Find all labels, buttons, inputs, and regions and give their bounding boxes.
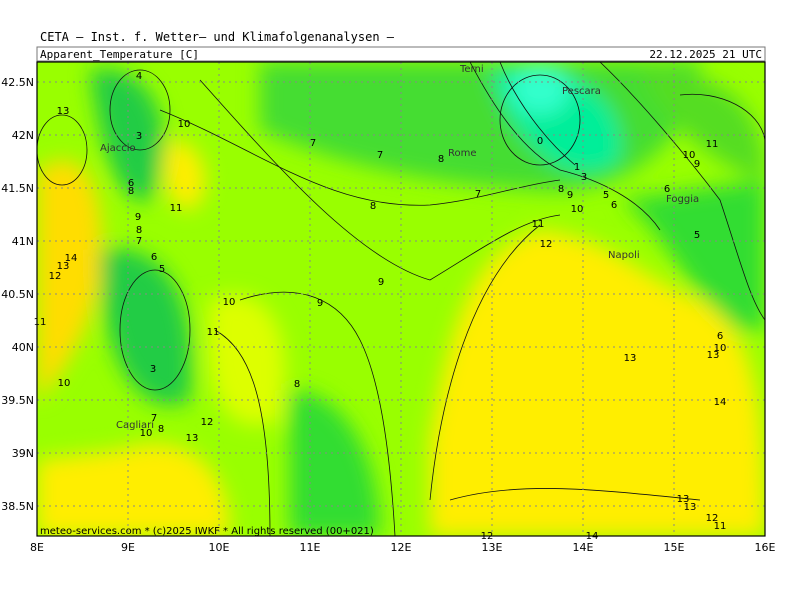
contour-label: 6 xyxy=(151,252,157,263)
contour-label: 9 xyxy=(378,277,384,288)
contour-label: 8 xyxy=(158,424,164,435)
contour-label: 8 xyxy=(136,225,142,236)
contour-label: 7 xyxy=(151,413,157,424)
contour-label: 13 xyxy=(186,433,199,444)
y-tick-label: 40N xyxy=(12,341,34,354)
city-label: Terni xyxy=(459,64,484,75)
x-tick-label: 12E xyxy=(391,541,412,554)
contour-label: 13 xyxy=(707,350,720,361)
contour-label: 3 xyxy=(581,172,587,183)
contour-label: 1 xyxy=(574,162,580,173)
contour-label: 12 xyxy=(706,513,719,524)
city-label: Foggia xyxy=(666,194,699,205)
contour-label: 4 xyxy=(136,71,142,82)
contour-label: 7 xyxy=(310,138,316,149)
y-tick-label: 39.5N xyxy=(1,394,34,407)
contour-label: 10 xyxy=(571,204,584,215)
y-tick-label: 42N xyxy=(12,129,34,142)
contour-label: 10 xyxy=(223,297,236,308)
contour-label: 5 xyxy=(603,190,609,201)
contour-label: 11 xyxy=(34,317,47,328)
contour-label: 8 xyxy=(438,154,444,165)
plot-frame xyxy=(36,61,766,537)
y-tick-label: 38.5N xyxy=(1,500,34,513)
x-tick-label: 16E xyxy=(755,541,776,554)
contour-label: 8 xyxy=(370,201,376,212)
contour-label: 11 xyxy=(532,219,545,230)
y-tick-label: 39N xyxy=(12,447,34,460)
contour-label: 9 xyxy=(567,190,573,201)
contour-label: 13 xyxy=(624,353,637,364)
header: CETA — Inst. f. Wetter— und Klimafolgena… xyxy=(40,30,395,44)
city-label: Ajaccio xyxy=(100,143,136,154)
contour-label: 10 xyxy=(714,343,727,354)
contour-label: 11 xyxy=(714,521,727,532)
contour-label: 5 xyxy=(694,230,700,241)
contour-label: 6 xyxy=(664,184,670,195)
contour-label: 3 xyxy=(150,364,156,375)
contour-label: 6 xyxy=(611,200,617,211)
contour-label: 0 xyxy=(537,136,543,147)
contour-label: 7 xyxy=(377,150,383,161)
contour-label: 9 xyxy=(317,298,323,309)
contour-label: 14 xyxy=(65,253,78,264)
contour-label: 12 xyxy=(540,239,553,250)
footer: meteo-services.com * (c)2025 IWKF * All … xyxy=(40,526,374,537)
x-tick-label: 14E xyxy=(573,541,594,554)
contour-label: 6 xyxy=(717,331,723,342)
title: Apparent_Temperature [C] xyxy=(40,48,199,61)
contour-label: 12 xyxy=(201,417,214,428)
contour-label: 5 xyxy=(159,264,165,275)
contour-label: 13 xyxy=(57,261,70,272)
x-tick-label: 8E xyxy=(30,541,44,554)
x-tick-label: 10E xyxy=(209,541,230,554)
city-label: Pescara xyxy=(562,86,601,97)
contour-label: 12 xyxy=(481,531,494,542)
contour-label: 3 xyxy=(136,131,142,142)
title-bar xyxy=(36,46,766,62)
contour-label: 13 xyxy=(677,494,690,505)
y-tick-label: 41.5N xyxy=(1,182,34,195)
x-tick-label: 11E xyxy=(300,541,321,554)
x-tick-label: 15E xyxy=(664,541,685,554)
contour-label: 8 xyxy=(558,184,564,195)
date: 22.12.2025 21 UTC xyxy=(649,48,762,61)
contour-label: 11 xyxy=(706,139,719,150)
contour-label: 10 xyxy=(178,119,191,130)
contour-label: 13 xyxy=(57,106,70,117)
contour-label: 6 xyxy=(128,178,134,189)
contour-label: 9 xyxy=(694,159,700,170)
contour-label: 7 xyxy=(136,236,142,247)
contour-label: 8 xyxy=(128,186,134,197)
contour-label: 14 xyxy=(586,531,599,542)
y-tick-label: 42.5N xyxy=(1,76,34,89)
contour-label: 14 xyxy=(714,397,727,408)
contour-label: 10 xyxy=(58,378,71,389)
contour-label: 12 xyxy=(49,271,62,282)
field xyxy=(37,62,765,536)
x-tick-label: 13E xyxy=(482,541,503,554)
city-label: Rome xyxy=(448,148,477,159)
city-label: Cagliari xyxy=(116,420,154,431)
city-label: Napoli xyxy=(608,250,640,261)
contour-label: 13 xyxy=(684,502,697,513)
contour-label: 11 xyxy=(170,203,183,214)
y-tick-label: 40.5N xyxy=(1,288,34,301)
contour-label: 11 xyxy=(207,327,220,338)
y-tick-label: 41N xyxy=(12,235,34,248)
contour-label: 8 xyxy=(294,379,300,390)
x-tick-label: 9E xyxy=(121,541,135,554)
contour-label: 10 xyxy=(140,428,153,439)
contour-label: 7 xyxy=(475,189,481,200)
contour-label: 9 xyxy=(135,212,141,223)
contour-label: 10 xyxy=(683,150,696,161)
